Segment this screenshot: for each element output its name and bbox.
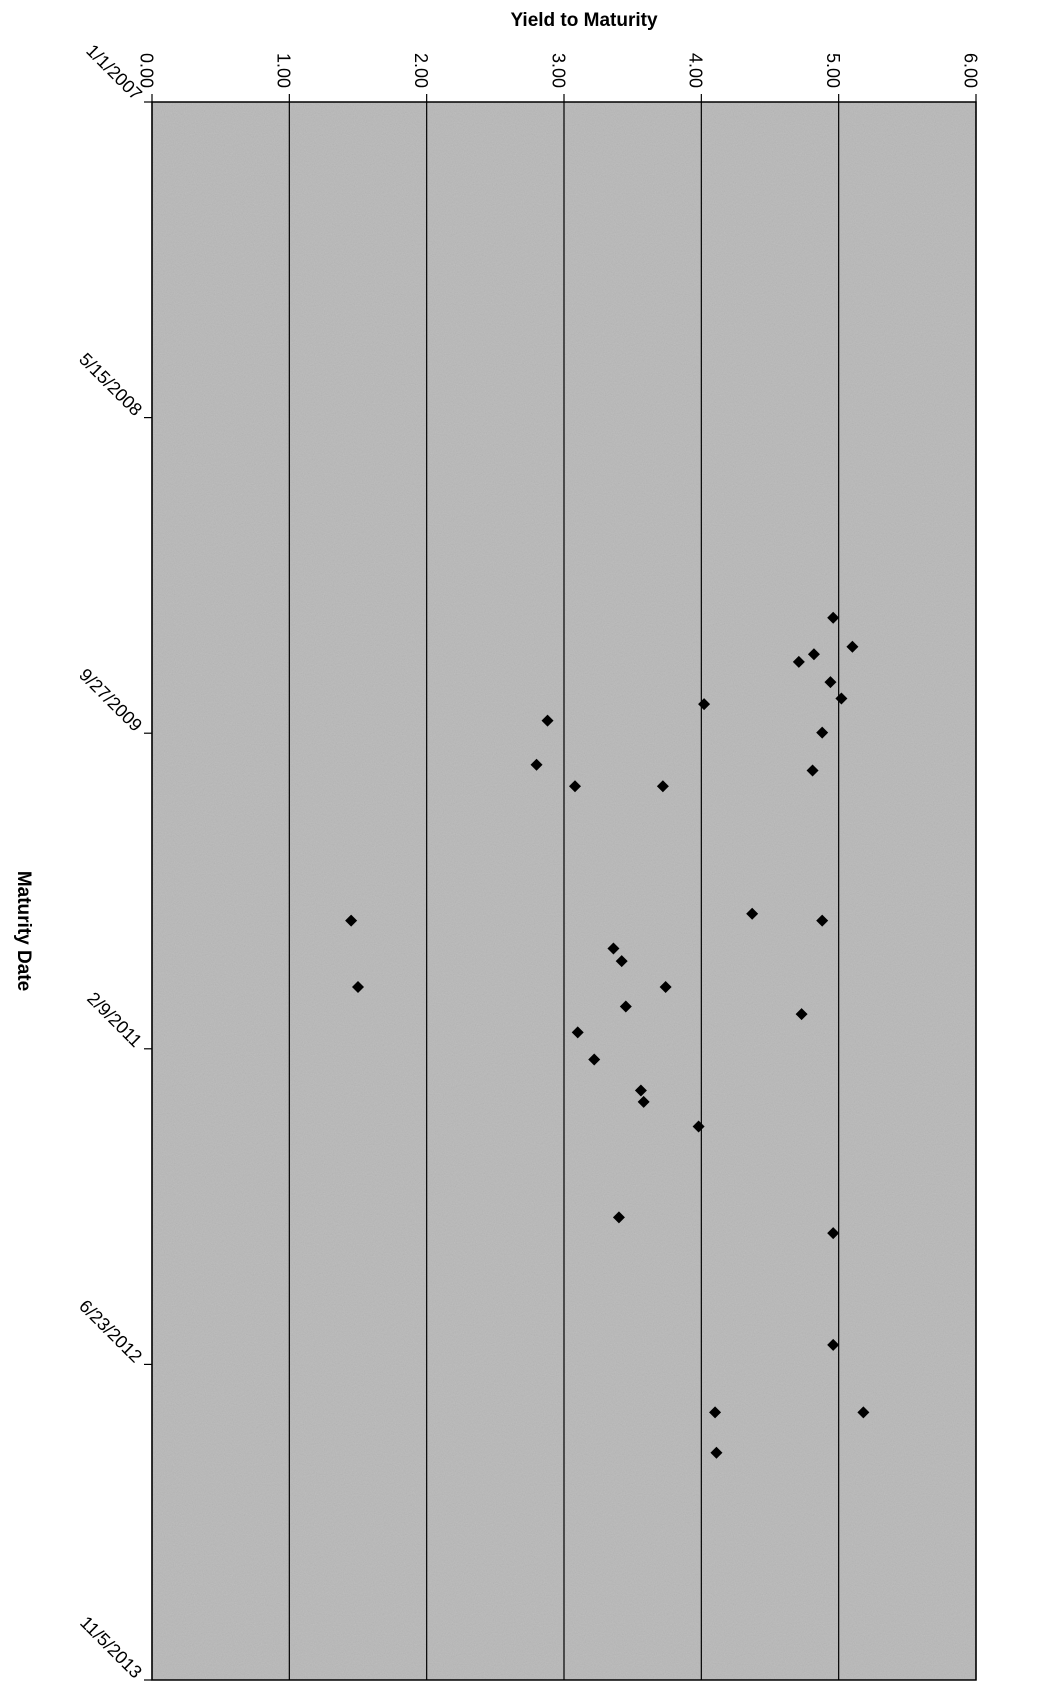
data-point <box>827 611 840 624</box>
yield-tick-label: 2.00 <box>411 53 431 88</box>
yield-tick-label: 4.00 <box>686 53 706 88</box>
date-tick-label: 11/5/2013 <box>76 1612 146 1682</box>
data-point <box>806 764 819 777</box>
data-point <box>352 980 364 993</box>
yield-axis-title: Yield to Maturity <box>510 10 658 31</box>
data-point <box>824 676 837 689</box>
yield-tick-label: 5.00 <box>823 53 843 88</box>
data-point <box>692 1120 705 1133</box>
data-point <box>659 980 672 993</box>
data-point <box>827 1338 840 1351</box>
date-tick-label: 9/27/2009 <box>75 665 146 736</box>
data-point <box>698 698 711 711</box>
data-point <box>827 1227 840 1240</box>
data-point <box>345 914 358 927</box>
data-point <box>530 758 543 771</box>
yield-axis-tick-labels: 0.00 1.00 2.00 3.00 4.00 5.00 6.00 <box>136 53 980 88</box>
data-point <box>835 692 848 705</box>
data-point <box>816 914 829 927</box>
date-tick-label: 5/15/2008 <box>75 349 146 420</box>
data-point <box>634 1084 647 1097</box>
data-point <box>746 907 759 920</box>
yield-tick-label: 0.00 <box>136 53 156 88</box>
yield-tick-label: 1.00 <box>274 53 294 88</box>
data-point <box>795 1008 808 1021</box>
data-point <box>846 640 859 653</box>
data-point <box>619 1000 632 1013</box>
data-points <box>345 611 870 1459</box>
data-point <box>588 1053 601 1066</box>
data-point <box>710 1446 723 1459</box>
data-point <box>607 942 620 955</box>
data-point <box>816 726 829 739</box>
data-point <box>709 1406 722 1419</box>
data-point <box>615 955 628 968</box>
axis-ticks <box>144 94 977 1681</box>
data-point <box>571 1026 584 1039</box>
data-point <box>541 714 554 727</box>
date-axis-title: Maturity Date <box>13 871 34 991</box>
date-axis-tick-labels: 1/1/20075/15/20089/27/20092/9/20116/23/2… <box>75 40 146 1682</box>
yield-tick-label: 3.00 <box>548 53 568 88</box>
date-tick-label: 2/9/2011 <box>83 988 146 1051</box>
data-point <box>656 780 669 793</box>
data-point <box>792 655 805 668</box>
data-point <box>807 648 820 661</box>
data-point <box>612 1211 625 1224</box>
data-point <box>568 780 581 793</box>
yield-tick-label: 6.00 <box>960 53 980 88</box>
data-point <box>857 1406 870 1419</box>
data-point <box>637 1095 650 1108</box>
date-tick-label: 6/23/2012 <box>75 1296 146 1367</box>
